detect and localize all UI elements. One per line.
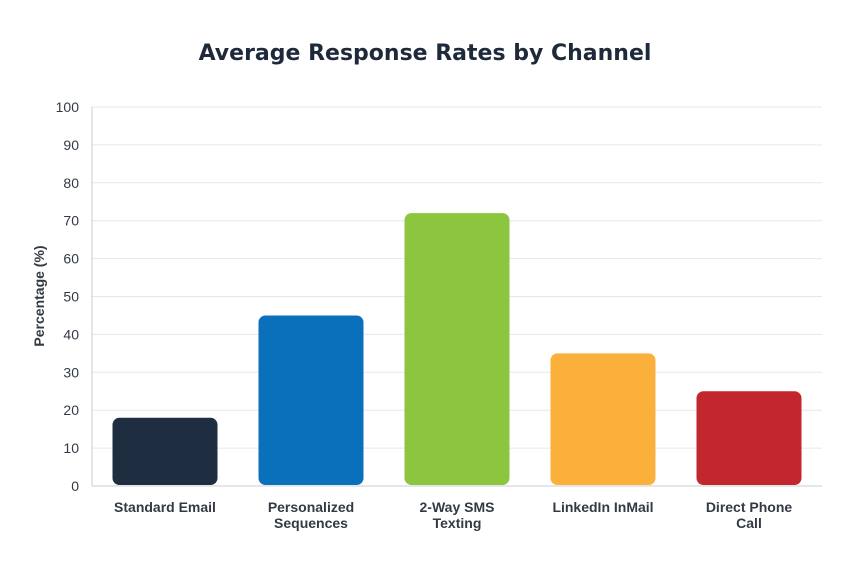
y-tick-label: 30 (63, 364, 79, 380)
y-tick-label: 90 (63, 137, 79, 153)
x-tick-label: LinkedIn InMail (552, 499, 653, 515)
x-tick-label: Standard Email (114, 499, 216, 515)
y-tick-label: 100 (56, 99, 80, 115)
bars (112, 213, 802, 485)
y-tick-label: 80 (63, 175, 79, 191)
y-tick-label: 40 (63, 326, 79, 342)
bar (550, 353, 656, 485)
x-axis-ticks: Standard Email Personalized Sequences 2-Way… (114, 499, 792, 531)
bar (112, 417, 218, 485)
y-tick-label: 20 (63, 402, 79, 418)
y-tick-label: 50 (63, 289, 79, 305)
x-tick-label: 2-Way SMS Texting (420, 499, 495, 531)
y-tick-label: 0 (71, 478, 79, 494)
chart-title: Average Response Rates by Channel (199, 41, 652, 66)
y-tick-label: 10 (63, 440, 79, 456)
y-axis-ticks: 0 10 20 30 40 50 60 70 80 90 100 (56, 99, 80, 494)
bar (696, 391, 802, 485)
y-tick-label: 70 (63, 213, 79, 229)
x-tick-label: Direct Phone Call (706, 499, 793, 531)
bar (404, 213, 510, 485)
x-tick-label: Personalized Sequences (268, 499, 354, 531)
y-tick-label: 60 (63, 251, 79, 267)
bar (258, 315, 364, 485)
y-axis-label: Percentage (%) (31, 245, 47, 346)
